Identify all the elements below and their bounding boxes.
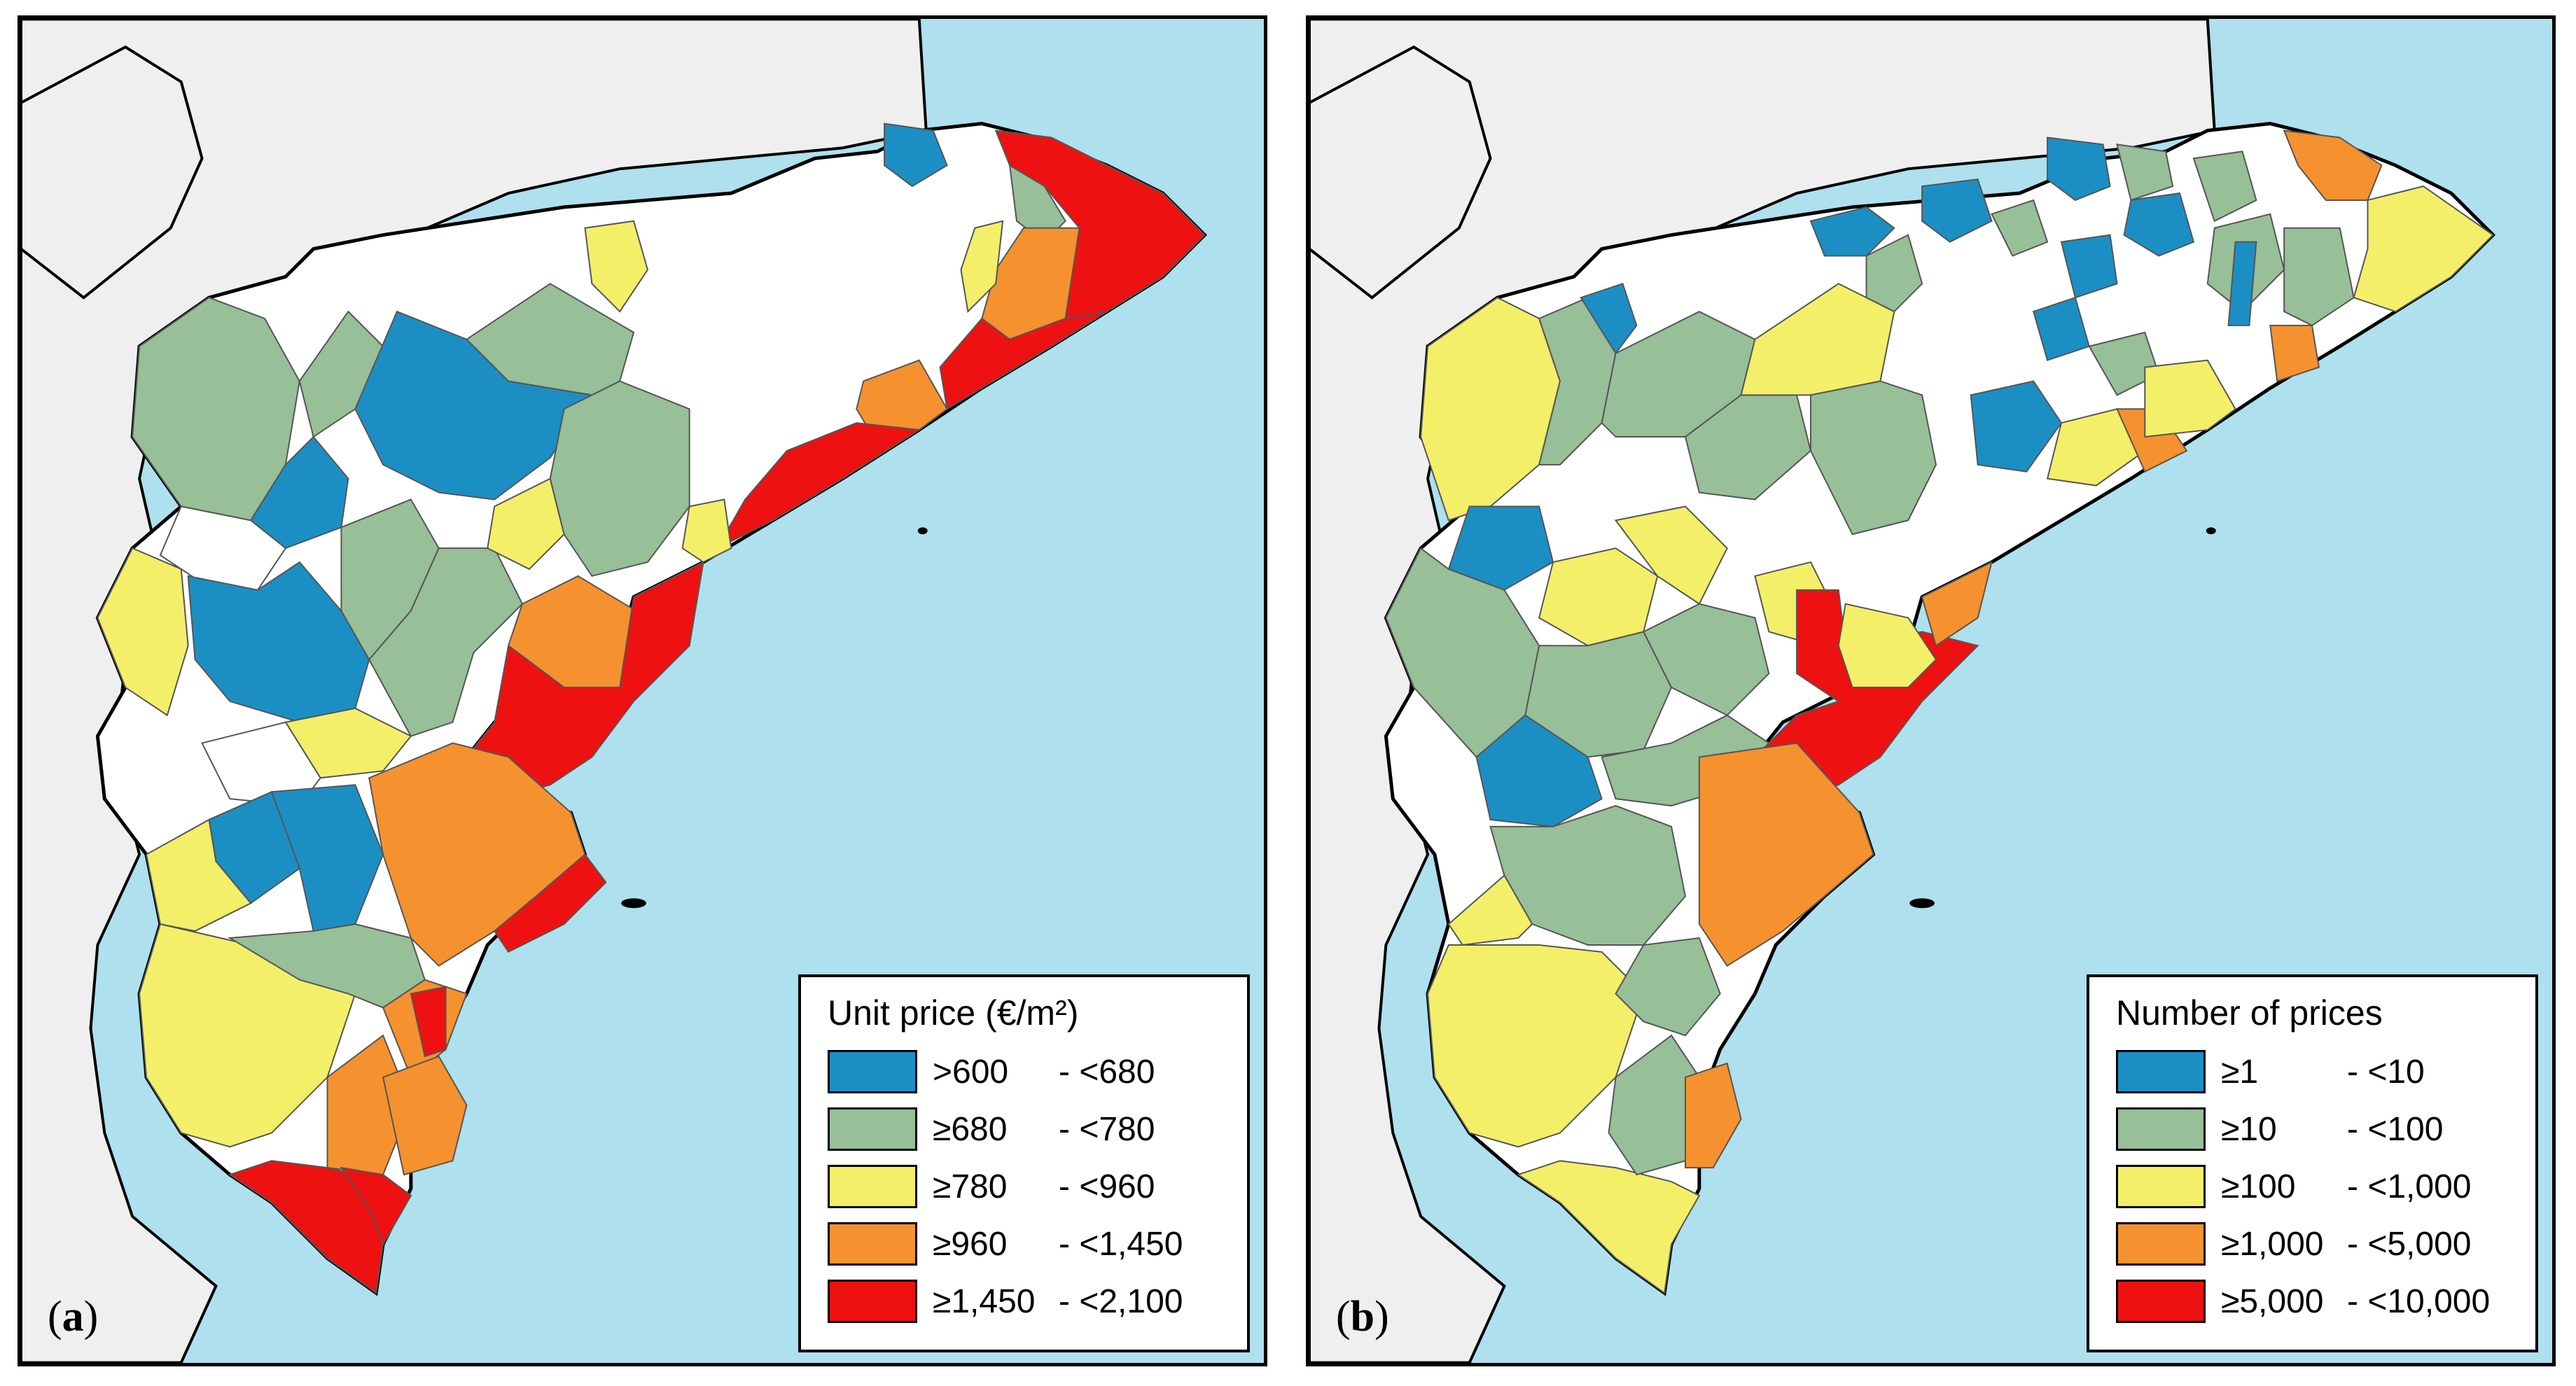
- municipality: [1809, 380, 1937, 536]
- municipality: [2192, 150, 2257, 223]
- legend-swatch: [2116, 1107, 2206, 1151]
- municipality: [1684, 1062, 1742, 1169]
- municipality: [368, 547, 524, 737]
- legend-low: ≥1,450: [933, 1283, 1036, 1320]
- municipality: [2060, 234, 2118, 299]
- legend-high: - <960: [1059, 1168, 1155, 1205]
- legend-high: - <10,000: [2347, 1283, 2491, 1320]
- legend-high: - <1,000: [2347, 1168, 2472, 1205]
- legend-low: ≥680: [933, 1111, 1008, 1148]
- municipality: [1865, 234, 1923, 313]
- islet: [917, 527, 928, 535]
- municipality: [2283, 227, 2355, 327]
- island: [621, 898, 646, 909]
- legend-swatch: [828, 1222, 917, 1266]
- legend-high: - <780: [1059, 1111, 1155, 1148]
- municipality: [1970, 380, 2063, 472]
- legend-swatch: [828, 1280, 917, 1323]
- legend-low: ≥960: [933, 1226, 1008, 1263]
- municipality: [2269, 324, 2320, 382]
- municipality: [1517, 1160, 1701, 1294]
- municipality: [2116, 144, 2174, 202]
- legend-low: ≥100: [2221, 1168, 2296, 1205]
- neighbor-boundary: [21, 45, 204, 300]
- municipality: [187, 561, 370, 723]
- legend-low: ≥10: [2221, 1111, 2277, 1148]
- municipality: [1642, 603, 1770, 717]
- legend-high: - <10: [2347, 1054, 2425, 1091]
- neighbor-land-west: [21, 19, 928, 1363]
- legend-low: ≥780: [933, 1168, 1008, 1205]
- legend-swatch: [2116, 1280, 2206, 1323]
- neighbor-boundary: [1309, 45, 1492, 300]
- municipality: [2123, 192, 2195, 257]
- municipality: [487, 477, 565, 570]
- municipality: [2227, 241, 2257, 326]
- panel-label-b: (b): [1336, 1293, 1389, 1340]
- panel-letter: a: [62, 1293, 84, 1340]
- legend-low: ≥1: [2221, 1054, 2259, 1091]
- map-panel-a: Unit price (€/m²) >600 - <680 ≥680 - <78…: [18, 15, 1267, 1366]
- neighbor-land-west: [1309, 19, 2216, 1363]
- municipality: [2047, 136, 2111, 202]
- legend-swatch: [828, 1107, 917, 1151]
- municipality: [2144, 359, 2236, 438]
- municipality: [715, 422, 921, 550]
- panel-letter: b: [1350, 1293, 1375, 1340]
- municipality: [2046, 408, 2146, 486]
- legend-swatch: [828, 1050, 917, 1093]
- municipality: [1809, 206, 1895, 257]
- municipality: [549, 380, 690, 578]
- legend-b: Number of prices ≥1 - <10 ≥10 - <100 ≥10…: [2087, 974, 2538, 1352]
- municipality: [97, 547, 189, 717]
- municipality: [1447, 505, 1554, 591]
- legend-a: Unit price (€/m²) >600 - <680 ≥680 - <78…: [798, 974, 1250, 1352]
- municipality: [1921, 178, 1993, 243]
- municipality: [584, 220, 649, 313]
- legend-high: - <5,000: [2347, 1226, 2472, 1263]
- municipality: [681, 498, 732, 564]
- legend-swatch: [2116, 1222, 2206, 1266]
- panel-label-a: (a): [48, 1293, 99, 1340]
- legend-low: ≥5,000: [2221, 1283, 2324, 1320]
- legend-swatch: [2116, 1165, 2206, 1208]
- legend-high: - <680: [1059, 1054, 1155, 1091]
- municipality: [939, 311, 1108, 410]
- municipality: [960, 220, 1004, 314]
- map-panel-b: Number of prices ≥1 - <10 ≥10 - <100 ≥10…: [1306, 15, 2556, 1366]
- legend-swatch: [828, 1165, 917, 1208]
- municipality: [382, 1055, 468, 1176]
- legend-low: >600: [933, 1054, 1009, 1091]
- municipality: [884, 122, 948, 188]
- municipality: [1615, 937, 1721, 1037]
- municipality: [1837, 603, 1937, 689]
- municipalities-a: [97, 122, 1206, 1294]
- legend-high: - <100: [2347, 1111, 2444, 1148]
- choropleth-map-b: [1309, 19, 2495, 1363]
- islet: [2206, 527, 2216, 535]
- municipality: [493, 853, 607, 953]
- municipality: [1698, 742, 1874, 967]
- municipality: [1921, 561, 1993, 647]
- island: [1909, 898, 1935, 909]
- municipality: [340, 1166, 412, 1246]
- municipality: [1991, 199, 2049, 257]
- municipality: [1475, 714, 1603, 827]
- municipality: [410, 986, 447, 1058]
- legend-title: Number of prices: [2116, 993, 2383, 1032]
- legend-high: - <2,100: [1059, 1283, 1183, 1320]
- municipality: [1447, 874, 1533, 946]
- legend-swatch: [2116, 1050, 2206, 1093]
- municipality: [2353, 185, 2495, 313]
- municipality: [1580, 283, 1638, 355]
- municipality: [1614, 505, 1728, 606]
- choropleth-map-a: [21, 19, 1207, 1363]
- legend-low: ≥1,000: [2221, 1226, 2324, 1263]
- legend-high: - <1,450: [1059, 1226, 1183, 1263]
- municipalities-b: [1385, 130, 2495, 1294]
- legend-title: Unit price (€/m²): [828, 993, 1079, 1032]
